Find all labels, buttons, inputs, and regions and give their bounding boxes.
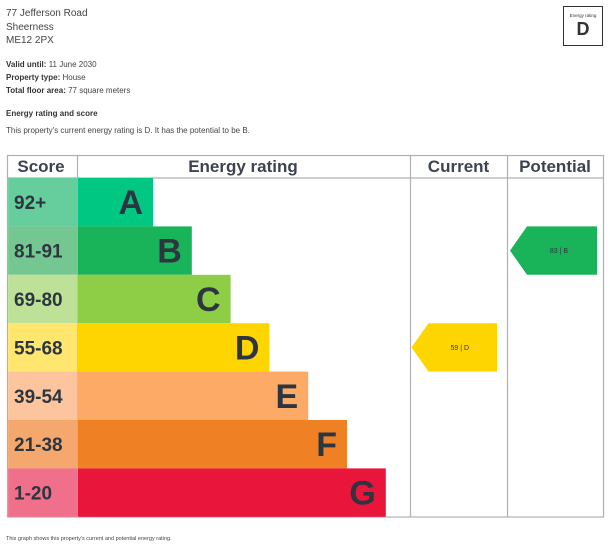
badge-label: Energy rating (569, 13, 597, 18)
score-cell (8, 371, 78, 420)
score-cell (8, 323, 78, 372)
current-rating-arrow-label: 59 | D (450, 345, 469, 352)
rating-letter: E (276, 378, 299, 416)
band-f: 21-38 F (8, 420, 347, 469)
potential-rating-arrow-shape (510, 226, 597, 275)
section-text: This property's current energy rating is… (6, 126, 250, 135)
potential-header: Potential (519, 157, 591, 176)
rating-letter: C (196, 281, 221, 319)
energy-rating-header: Energy rating (188, 157, 298, 176)
floor-area: Total floor area: 77 square meters (6, 86, 130, 95)
rating-letter: B (157, 233, 182, 271)
address-line-1: 77 Jefferson Road (6, 8, 88, 19)
address-line-2: Sheerness (6, 21, 54, 33)
energy-rating-badge: Energy rating D (563, 6, 603, 46)
score-label: 55-68 (14, 338, 63, 359)
rating-bar (78, 323, 270, 372)
score-label: 21-38 (14, 435, 63, 456)
score-label: 39-54 (14, 387, 63, 408)
section-title: Energy rating and score (6, 109, 98, 118)
rating-bar (78, 468, 386, 517)
address-line-3: ME12 2PX (6, 35, 54, 46)
property-type-label: Property type: (6, 73, 61, 82)
rating-bar (78, 226, 192, 275)
band-e: 39-54 E (8, 371, 309, 420)
rating-letter: D (235, 329, 260, 367)
score-label: 1-20 (14, 484, 52, 505)
band-a: 92+ A (8, 178, 153, 227)
score-cell (8, 226, 78, 275)
chart-frame (6, 154, 605, 518)
property-address: 77 Jefferson Road Sheerness ME12 2PX (6, 7, 88, 48)
score-cell (8, 178, 78, 227)
rating-bar (78, 420, 347, 469)
score-label: 69-80 (14, 290, 63, 311)
band-g: 1-20 G (8, 468, 386, 517)
rating-letter: F (316, 426, 337, 464)
score-cell (8, 468, 78, 517)
potential-rating-arrow: 83 | B (510, 226, 597, 275)
footnote: This graph shows this property's current… (6, 536, 172, 542)
property-type-value: House (62, 73, 86, 82)
property-type: Property type: House (6, 73, 86, 82)
current-rating-arrow-shape (411, 323, 497, 372)
badge-value: D (576, 19, 590, 39)
floor-area-value: 77 square meters (68, 86, 131, 95)
rating-letter: G (349, 475, 375, 513)
rating-bar (78, 178, 153, 227)
band-d: 55-68 D (8, 323, 270, 372)
band-c: 69-80 C (8, 274, 231, 324)
current-rating-arrow: 59 | D (411, 323, 497, 372)
rating-letter: A (118, 184, 143, 222)
rating-bar (78, 274, 231, 324)
current-header: Current (428, 157, 490, 176)
score-label: 92+ (14, 193, 46, 214)
rating-bar (78, 371, 309, 420)
floor-area-label: Total floor area: (6, 86, 66, 95)
score-cell (8, 274, 78, 324)
valid-until-value: 11 June 2030 (48, 60, 97, 69)
valid-until: Valid until: 11 June 2030 (6, 60, 97, 69)
score-header: Score (17, 157, 64, 176)
valid-until-label: Valid until: (6, 60, 47, 69)
band-b: 81-91 B (8, 226, 192, 275)
score-label: 81-91 (14, 242, 63, 263)
score-cell (8, 420, 78, 469)
potential-rating-arrow-label: 83 | B (550, 248, 568, 255)
